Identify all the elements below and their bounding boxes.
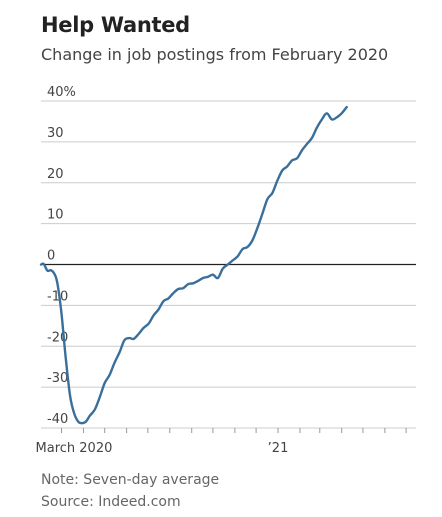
y-tick-label: 0 <box>47 249 55 264</box>
y-tick-label: 30 <box>47 126 64 141</box>
y-tick-label: 10 <box>47 208 64 223</box>
source-note: Source: Indeed.com <box>41 494 181 510</box>
footnote: Note: Seven-day average <box>41 472 220 488</box>
series-line <box>39 105 348 425</box>
x-axis: March 2020 ’21 <box>36 428 407 456</box>
chart-title: Help Wanted <box>41 13 190 37</box>
x-tick-label: ’21 <box>268 441 289 456</box>
y-tick-label: -40 <box>47 412 68 427</box>
x-tick-label: March 2020 <box>36 441 113 456</box>
y-tick-label: 20 <box>47 167 64 182</box>
series-layer <box>39 105 348 425</box>
y-tick-label: -30 <box>47 371 68 386</box>
y-tick-label: -10 <box>47 289 68 304</box>
chart-subtitle: Change in job postings from February 202… <box>41 45 389 64</box>
gridlines <box>41 100 416 429</box>
y-tick-label: 40% <box>47 85 76 100</box>
